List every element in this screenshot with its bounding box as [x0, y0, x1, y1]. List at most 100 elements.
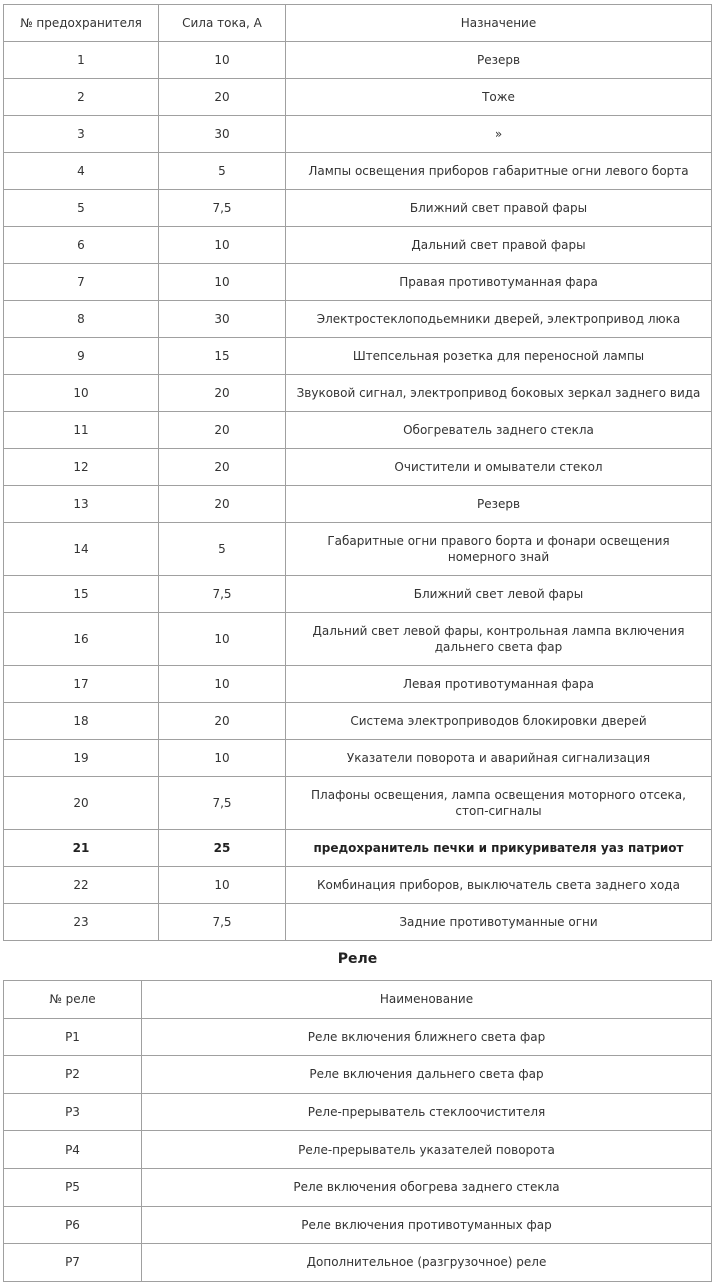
cell-purpose: Правая противотуманная фара	[285, 263, 712, 301]
cell-current: 10	[158, 263, 286, 301]
cell-current: 10	[158, 665, 286, 703]
cell-current: 25	[158, 829, 286, 867]
cell-fuse-number: 16	[3, 612, 159, 666]
cell-relay-number: P6	[3, 1205, 142, 1245]
table-row: 23 7,5 Задние противотуманные огни	[3, 903, 712, 941]
cell-fuse-number: 15	[3, 575, 159, 613]
table-row: 14 5 Габаритные огни правого борта и фонар…	[3, 522, 712, 576]
cell-current: 10	[158, 866, 286, 904]
table-row: 18 20 Система электроприводов блокировки д…	[3, 702, 712, 740]
table-row: 8 30 Электростеклоподьемники дверей, элект…	[3, 300, 712, 338]
table-header-row: № реле Наименование	[3, 980, 712, 1019]
cell-relay-number: P5	[3, 1167, 142, 1207]
cell-purpose: Габаритные огни правого борта и фонари о…	[285, 522, 712, 576]
cell-relay-number: P1	[3, 1017, 142, 1057]
table-row: P4 Реле-прерыватель указателей поворота	[3, 1130, 712, 1169]
cell-current: 5	[158, 152, 286, 190]
cell-purpose: Плафоны освещения, лампа освещения мотор…	[285, 776, 712, 830]
cell-current: 7,5	[158, 575, 286, 613]
cell-current: 10	[158, 739, 286, 777]
cell-current: 20	[158, 702, 286, 740]
cell-fuse-number: 22	[3, 866, 159, 904]
cell-current: 20	[158, 374, 286, 412]
cell-purpose: Звуковой сигнал, электропривод боковых з…	[285, 374, 712, 412]
cell-fuse-number: 2	[3, 78, 159, 116]
table-row: 9 15 Штепсельная розетка для переносной ла…	[3, 337, 712, 375]
cell-purpose: Указатели поворота и аварийная сигнализа…	[285, 739, 712, 777]
table-row: P6 Реле включения противотуманных фар	[3, 1205, 712, 1245]
cell-fuse-number: 3	[3, 115, 159, 153]
table-row: 11 20 Обогреватель заднего стекла	[3, 411, 712, 449]
cell-name: Реле включения обогрева заднего стекла	[141, 1167, 712, 1207]
table-row: 3 30»	[3, 115, 712, 153]
cell-current: 5	[158, 522, 286, 576]
cell-purpose: Резерв	[285, 485, 712, 523]
cell-current: 30	[158, 115, 286, 153]
cell-purpose: Ближний свет левой фары	[285, 575, 712, 613]
cell-purpose: »	[285, 115, 712, 153]
cell-fuse-number: 10	[3, 374, 159, 412]
table-row: 17 10 Левая противотуманная фара	[3, 665, 712, 703]
cell-name: Реле-прерыватель указателей поворота	[141, 1130, 712, 1169]
table-row: 16 10 Дальний свет левой фары, контрольная…	[3, 612, 712, 666]
cell-fuse-number: 6	[3, 226, 159, 264]
cell-purpose: Дальний свет левой фары, контрольная лам…	[285, 612, 712, 666]
cell-fuse-number: 12	[3, 448, 159, 486]
table-row: 1 10 Резерв	[3, 41, 712, 79]
cell-fuse-number: 18	[3, 702, 159, 740]
column-header-fuse-number: № предохранителя	[3, 4, 159, 42]
table-row: 2 20 Тоже	[3, 78, 712, 116]
cell-name: Реле включения дальнего света фар	[141, 1055, 712, 1094]
cell-current: 20	[158, 485, 286, 523]
cell-relay-number: P3	[3, 1092, 142, 1132]
cell-current: 7,5	[158, 903, 286, 941]
relay-section-title: Реле	[337, 951, 378, 967]
cell-fuse-number: 7	[3, 263, 159, 301]
relay-table: № реле Наименование P1 Реле включения ближн…	[3, 980, 712, 1282]
cell-purpose: Ближний свет правой фары	[285, 189, 712, 227]
cell-current: 20	[158, 411, 286, 449]
cell-fuse-number: 17	[3, 665, 159, 703]
cell-purpose: Тоже	[285, 78, 712, 116]
cell-current: 7,5	[158, 776, 286, 830]
table-row: P3 Реле-прерыватель стеклоочистителя	[3, 1092, 712, 1132]
table-row: P7 Дополнительное (разгрузочное) реле	[3, 1243, 712, 1282]
table-row: P2 Реле включения дальнего света фар	[3, 1055, 712, 1094]
table-row: 6 10 Дальний свет правой фары	[3, 226, 712, 264]
cell-fuse-number: 8	[3, 300, 159, 338]
cell-name: Реле включения ближнего света фар	[141, 1017, 712, 1057]
cell-name: Дополнительное (разгрузочное) реле	[141, 1243, 712, 1282]
column-header-relay-number: № реле	[3, 980, 142, 1019]
table-row: 20 7,5 Плафоны освещения, лампа освещения …	[3, 776, 712, 830]
cell-fuse-number: 21	[3, 829, 159, 867]
cell-purpose: Лампы освещения приборов габаритные огни…	[285, 152, 712, 190]
cell-fuse-number: 9	[3, 337, 159, 375]
cell-fuse-number: 19	[3, 739, 159, 777]
table-row: 5 7,5 Ближний свет правой фары	[3, 189, 712, 227]
cell-current: 10	[158, 41, 286, 79]
table-row: 19 10 Указатели поворота и аварийная сигна…	[3, 739, 712, 777]
cell-purpose: Дальний свет правой фары	[285, 226, 712, 264]
cell-fuse-number: 20	[3, 776, 159, 830]
cell-current: 30	[158, 300, 286, 338]
cell-fuse-number: 11	[3, 411, 159, 449]
cell-relay-number: P4	[3, 1130, 142, 1169]
table-row: 12 20 Очистители и омыватели стекол	[3, 448, 712, 486]
column-header-purpose: Назначение	[285, 4, 712, 42]
cell-purpose: предохранитель печки и прикуривателя уаз…	[285, 829, 712, 867]
table-row: P1 Реле включения ближнего света фар	[3, 1017, 712, 1057]
cell-relay-number: P2	[3, 1055, 142, 1094]
cell-fuse-number: 13	[3, 485, 159, 523]
cell-current: 7,5	[158, 189, 286, 227]
cell-current: 20	[158, 78, 286, 116]
cell-fuse-number: 4	[3, 152, 159, 190]
cell-current: 10	[158, 226, 286, 264]
cell-fuse-number: 23	[3, 903, 159, 941]
table-header-row: № предохранителя Сила тока, А Назначение	[3, 4, 712, 42]
cell-fuse-number: 1	[3, 41, 159, 79]
cell-purpose: Левая противотуманная фара	[285, 665, 712, 703]
table-row: 22 10 Комбинация приборов, выключатель све…	[3, 866, 712, 904]
cell-name: Реле-прерыватель стеклоочистителя	[141, 1092, 712, 1132]
table-row: 4 5 Лампы освещения приборов габаритные ог…	[3, 152, 712, 190]
cell-purpose: Задние противотуманные огни	[285, 903, 712, 941]
